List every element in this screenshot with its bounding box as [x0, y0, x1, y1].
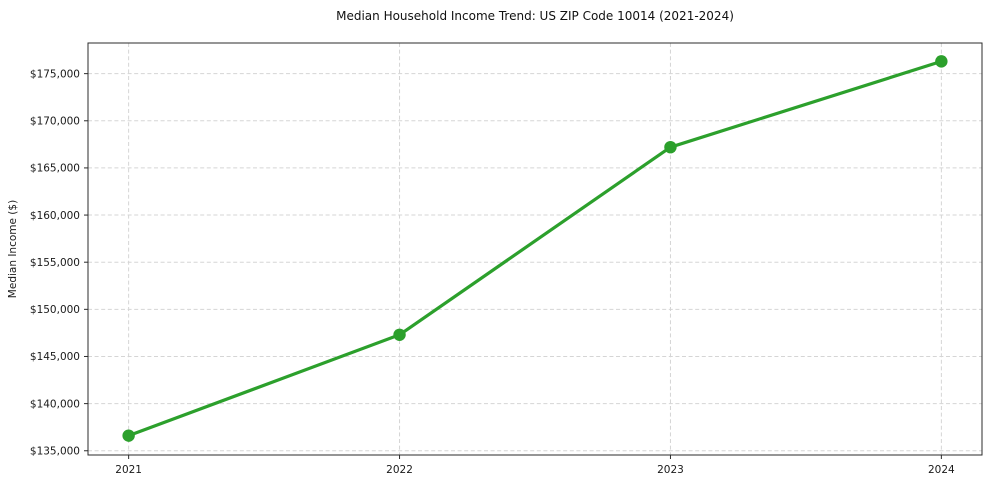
y-tick-label: $160,000	[30, 210, 80, 222]
y-tick-label: $135,000	[30, 445, 80, 457]
y-tick-label: $150,000	[30, 304, 80, 316]
data-point	[664, 140, 677, 154]
chart-title: Median Household Income Trend: US ZIP Co…	[336, 9, 734, 23]
x-tick-label: 2024	[928, 464, 955, 476]
data-point	[122, 429, 135, 442]
y-tick-label: $165,000	[30, 163, 80, 175]
y-tick-label: $140,000	[30, 398, 80, 410]
y-tick-label: $145,000	[30, 351, 80, 363]
data-point	[393, 328, 406, 341]
x-tick-label: 2022	[386, 464, 413, 476]
data-point	[935, 55, 948, 68]
axes-frame	[87, 42, 983, 456]
x-tick-label: 2023	[657, 464, 684, 476]
y-tick-label: $170,000	[30, 115, 80, 127]
income-trend-line	[127, 59, 943, 438]
y-tick-label: $175,000	[30, 68, 80, 80]
x-tick-label: 2021	[115, 464, 142, 476]
y-tick-label: $155,000	[30, 257, 80, 269]
